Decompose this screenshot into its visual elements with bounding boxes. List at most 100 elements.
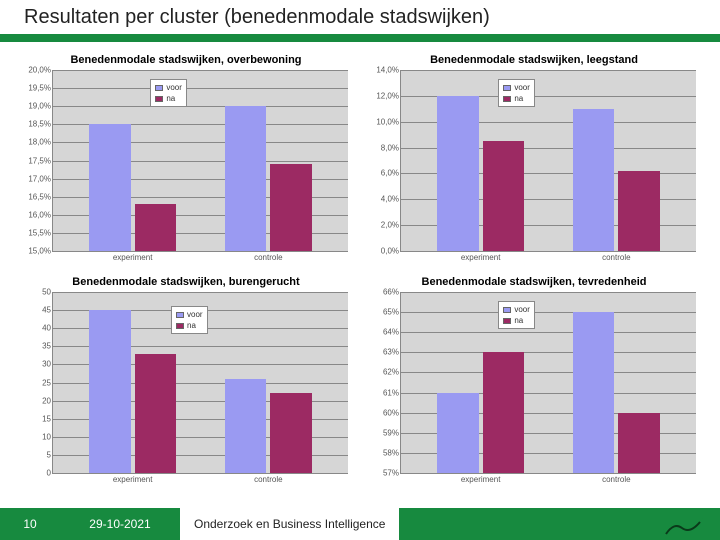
y-tick-label: 20 (42, 396, 51, 405)
legend-item: voor (503, 304, 530, 315)
y-tick-label: 57% (383, 469, 399, 478)
legend-label: na (514, 93, 523, 104)
x-label: controle (254, 475, 282, 484)
y-tick-label: 19,5% (28, 84, 51, 93)
legend-swatch-icon (503, 318, 511, 324)
plot-area: 05101520253035404550experimentcontrolevo… (52, 292, 348, 474)
y-tick-label: 19,0% (28, 102, 51, 111)
y-tick-label: 10,0% (376, 117, 399, 126)
y-tick-label: 2,0% (381, 221, 399, 230)
legend-label: na (514, 315, 523, 326)
legend-item: voor (155, 82, 182, 93)
gridline (53, 251, 348, 252)
chart-title: Benedenmodale stadswijken, burengerucht (20, 276, 352, 288)
y-tick-label: 20,0% (28, 66, 51, 75)
y-tick-label: 58% (383, 448, 399, 457)
y-tick-label: 17,0% (28, 174, 51, 183)
legend: voorna (150, 79, 187, 107)
legend-item: na (176, 320, 203, 331)
page-number: 10 (0, 517, 60, 531)
y-tick-label: 62% (383, 368, 399, 377)
legend: voorna (171, 306, 208, 334)
y-tick-label: 18,0% (28, 138, 51, 147)
y-tick-label: 17,5% (28, 156, 51, 165)
slide-footer: 10 29-10-2021 Onderzoek en Business Inte… (0, 508, 720, 540)
x-label: controle (602, 253, 630, 262)
footer-logo-icon (662, 512, 704, 536)
chart-tevredenheid: Benedenmodale stadswijken, tevredenheid 5… (368, 276, 700, 490)
bar-voor (573, 312, 614, 473)
y-tick-label: 15 (42, 414, 51, 423)
legend-item: voor (503, 82, 530, 93)
gridline (53, 88, 348, 89)
gridline (53, 292, 348, 293)
legend-item: voor (176, 309, 203, 320)
bar-na (483, 141, 524, 251)
bar-voor (89, 124, 130, 251)
bar-voor (573, 109, 614, 251)
chart-burengerucht: Benedenmodale stadswijken, burengerucht 0… (20, 276, 352, 490)
bar-voor (89, 310, 130, 473)
bar-na (270, 393, 311, 473)
plot-area: 0,0%2,0%4,0%6,0%8,0%10,0%12,0%14,0%exper… (400, 70, 696, 252)
x-label: experiment (461, 253, 501, 262)
gridline (401, 352, 696, 353)
slide-header: Resultaten per cluster (benedenmodale st… (0, 0, 720, 42)
x-label: experiment (113, 475, 153, 484)
y-tick-label: 66% (383, 288, 399, 297)
bar-na (135, 204, 176, 251)
y-tick-label: 61% (383, 388, 399, 397)
y-tick-label: 8,0% (381, 143, 399, 152)
gridline (401, 312, 696, 313)
gridline (53, 473, 348, 474)
bar-voor (225, 379, 266, 473)
y-tick-label: 65% (383, 308, 399, 317)
chart-grid: Benedenmodale stadswijken, overbewoning1… (0, 50, 720, 500)
slide-title: Resultaten per cluster (benedenmodale st… (24, 6, 490, 29)
bar-voor (225, 106, 266, 251)
bar-voor (437, 393, 478, 473)
y-tick-label: 0 (47, 469, 51, 478)
legend-item: na (155, 93, 182, 104)
y-tick-label: 63% (383, 348, 399, 357)
y-tick-label: 25 (42, 378, 51, 387)
gridline (401, 251, 696, 252)
x-label: experiment (461, 475, 501, 484)
y-tick-label: 60% (383, 408, 399, 417)
y-tick-label: 0,0% (381, 247, 399, 256)
y-tick-label: 18,5% (28, 120, 51, 129)
bar-voor (437, 96, 478, 251)
gridline (401, 473, 696, 474)
y-tick-label: 6,0% (381, 169, 399, 178)
chart-overbewoning: Benedenmodale stadswijken, overbewoning1… (20, 54, 352, 268)
y-tick-label: 14,0% (376, 66, 399, 75)
legend-swatch-icon (176, 312, 184, 318)
legend-label: voor (166, 82, 182, 93)
legend: voorna (498, 79, 535, 107)
legend-label: voor (514, 82, 530, 93)
y-tick-label: 5 (47, 450, 51, 459)
y-tick-label: 50 (42, 288, 51, 297)
footer-department: Onderzoek en Business Intelligence (180, 508, 399, 540)
footer-date: 29-10-2021 (60, 517, 180, 531)
legend-item: na (503, 93, 530, 104)
y-tick-label: 16,5% (28, 192, 51, 201)
y-tick-label: 10 (42, 432, 51, 441)
y-tick-label: 35 (42, 342, 51, 351)
chart-title: Benedenmodale stadswijken, tevredenheid (368, 276, 700, 288)
gridline (53, 106, 348, 107)
y-tick-label: 15,5% (28, 228, 51, 237)
legend-label: na (166, 93, 175, 104)
y-tick-label: 40 (42, 324, 51, 333)
y-tick-label: 4,0% (381, 195, 399, 204)
bar-na (270, 164, 311, 251)
legend-swatch-icon (503, 96, 511, 102)
y-tick-label: 59% (383, 428, 399, 437)
bar-na (483, 352, 524, 473)
y-tick-label: 30 (42, 360, 51, 369)
gridline (401, 70, 696, 71)
plot-area: 57%58%59%60%61%62%63%64%65%66%experiment… (400, 292, 696, 474)
chart-title: Benedenmodale stadswijken, leegstand (368, 54, 700, 66)
legend-label: voor (187, 309, 203, 320)
plot-area: 15,0%15,5%16,0%16,5%17,0%17,5%18,0%18,5%… (52, 70, 348, 252)
